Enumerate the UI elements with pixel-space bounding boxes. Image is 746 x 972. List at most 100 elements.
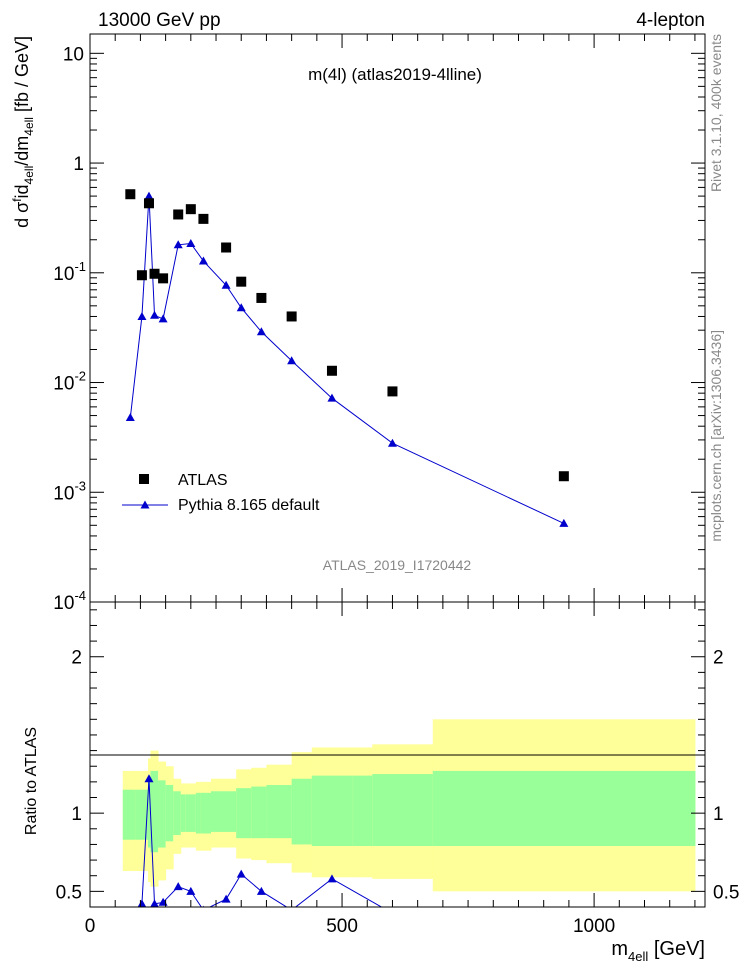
inner-band-segment: [311, 775, 353, 846]
legend-atlas-label: ATLAS: [178, 472, 228, 489]
atlas-point: [326, 365, 337, 376]
atlas-point: [143, 198, 154, 209]
pythia-point: [198, 256, 208, 265]
y-tick-label: 10-1: [53, 259, 86, 285]
atlas-point: [286, 311, 297, 322]
y-tick-label: 10-2: [53, 369, 86, 395]
inner-band-segment: [195, 792, 202, 834]
y-axis-label-lower: Ratio to ATLAS: [23, 727, 40, 835]
side-label-mcplots: mcplots.cern.ch [arXiv:1306.3436]: [708, 330, 724, 542]
ratio-y-tick-label: 2: [71, 648, 82, 669]
atlas-point: [185, 204, 196, 215]
inner-band-segment: [185, 794, 197, 832]
atlas-point: [149, 268, 160, 279]
inner-band-segment: [147, 778, 151, 848]
x-axis-label: m4ell [GeV]: [611, 938, 705, 964]
pythia-point: [559, 518, 569, 527]
inner-band-segment: [180, 794, 187, 832]
inner-band-segment: [158, 780, 167, 848]
atlas-point: [125, 189, 136, 200]
inner-band-segment: [122, 789, 136, 840]
ratio-pythia-point: [173, 882, 183, 891]
x-tick-labels: 0 500 1000: [85, 916, 616, 937]
pythia-point: [125, 413, 135, 422]
atlas-point: [256, 292, 267, 303]
inner-band-segment: [165, 785, 174, 842]
main-panel: 10-4 10-3 10-2 10-1 1 10 m(4l) (atlas2019-4ll…: [10, 33, 706, 614]
header-left: 13000 GeV pp: [98, 10, 221, 31]
inner-band-segment: [372, 774, 434, 846]
inner-band-segment: [291, 778, 313, 845]
atlas-point: [173, 209, 184, 220]
ratio-y-tick-label: 0.5: [56, 882, 82, 903]
x-tick-label: 1000: [573, 916, 615, 937]
ratio-pythia-point: [256, 886, 266, 895]
pythia-point: [137, 311, 147, 320]
atlas-point: [221, 242, 232, 253]
pythia-point: [387, 438, 397, 447]
ratio-pythia-point: [221, 894, 231, 903]
x-tick-label: 500: [326, 916, 358, 937]
inner-band-segment: [200, 792, 212, 834]
legend-pythia-marker: [140, 500, 150, 509]
inner-band-segment: [135, 789, 149, 840]
inner-band-segment: [150, 770, 159, 853]
ratio-y-tick-label-right: 0.5: [713, 882, 739, 903]
watermark: ATLAS_2019_I1720442: [323, 557, 472, 573]
inner-band-segment: [173, 791, 182, 836]
atlas-point: [158, 273, 169, 284]
ratio-y-tick-label: 1: [71, 804, 82, 825]
ratio-pythia-point: [150, 899, 159, 907]
legend: ATLAS Pythia 8.165 default: [122, 472, 320, 514]
y-tick-label: 10-3: [53, 478, 86, 504]
pythia-point: [327, 393, 337, 402]
header-right: 4-lepton: [636, 10, 705, 31]
ratio-pythia-point: [186, 886, 196, 895]
pythia-point: [287, 356, 297, 365]
pythia-point: [144, 191, 154, 200]
ratio-pythia-point: [327, 874, 337, 883]
pythia-point: [221, 280, 231, 289]
atlas-point: [558, 471, 569, 482]
ratio-panel: 0.5 0.5 1 1 2 2 Ratio to ATLAS: [23, 601, 739, 917]
ratio-y-tick-label-right: 1: [713, 804, 724, 825]
main-plot-marks: [125, 189, 569, 527]
ratio-pythia-point: [388, 909, 397, 917]
ratio-pythia-point: [137, 899, 147, 907]
side-label-rivet: Rivet 3.1.10, 400k events: [708, 34, 724, 192]
y-axis-label-upper: d σfid4ell/dm4ell [fb / GeV]: [10, 36, 36, 228]
pythia-point: [186, 238, 196, 247]
y-tick-label: 1: [73, 154, 84, 175]
atlas-point: [198, 213, 209, 224]
inner-band-segment: [210, 791, 237, 832]
inner-band-segment: [266, 785, 293, 839]
ratio-y-tick-label-right: 2: [713, 648, 724, 669]
inner-band-segment: [432, 770, 696, 846]
legend-pythia-label: Pythia 8.165 default: [178, 497, 320, 514]
pythia-point: [173, 240, 183, 249]
inner-band-segment: [251, 786, 267, 839]
inner-band-segment: [236, 788, 252, 839]
pythia-point: [256, 327, 266, 336]
legend-atlas-marker: [139, 474, 149, 484]
y-tick-label: 10: [63, 44, 84, 65]
pythia-point: [158, 314, 168, 323]
atlas-point: [387, 386, 398, 397]
atlas-point: [136, 270, 147, 281]
ratio-pythia-point: [144, 774, 154, 783]
inner-band-segment: [352, 775, 373, 846]
x-tick-label: 0: [85, 916, 96, 937]
pythia-point: [236, 303, 246, 312]
main-plot-frame: [89, 33, 706, 603]
ratio-plot-frame: [89, 601, 706, 908]
plot-title: m(4l) (atlas2019-4lline): [308, 65, 482, 84]
ratio-pythia-point: [236, 869, 246, 878]
y-tick-label: 10-4: [53, 588, 86, 614]
atlas-point: [236, 276, 247, 287]
ratio-plot-marks: [137, 774, 397, 917]
main-axis-ticks: 10-4 10-3 10-2 10-1 1 10: [53, 34, 705, 614]
pythia-point: [150, 310, 160, 319]
ratio-axis-ticks: 0.5 0.5 1 1 2 2: [56, 602, 739, 908]
ratio-uncertainty-bands: [122, 719, 696, 892]
